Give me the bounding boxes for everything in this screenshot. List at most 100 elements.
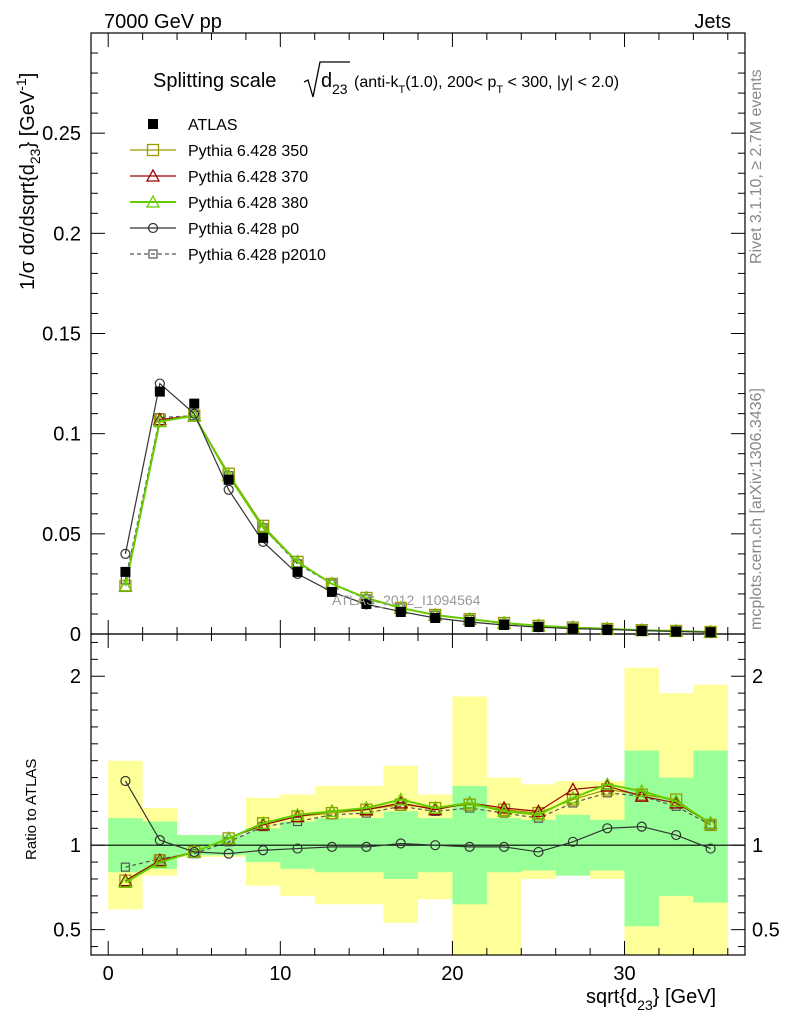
- ratio-point: [290, 807, 305, 821]
- main-point: [120, 548, 131, 559]
- main-point: [152, 414, 167, 428]
- axis-ticks: 0 10 20 30 0 0.05 0.1 0.15 0.2 0.25 0.5 0.5 1 1 2 2: [42, 32, 780, 985]
- title-detail-b: (1.0), 200< p: [405, 74, 496, 91]
- ratio-point: [258, 845, 269, 856]
- ratio-point: [669, 793, 684, 807]
- x-axis-label: sqrt{d23} [GeV]: [586, 986, 716, 1013]
- ratio-point: [118, 874, 133, 889]
- x-tick-label: 20: [441, 963, 463, 985]
- ratio-point: [464, 841, 475, 852]
- legend-marker: [145, 168, 161, 182]
- atlas-data-point: [533, 621, 544, 632]
- band-inner: [693, 750, 728, 903]
- ratio-point: [152, 854, 167, 868]
- main-line-3: [124, 382, 711, 633]
- main-point: [118, 578, 133, 592]
- ratio-point: [154, 835, 165, 846]
- ratio-point: [256, 815, 271, 829]
- main-point: [256, 520, 271, 534]
- ratio-point: [393, 795, 408, 809]
- y-tick-label-ratio-right: 2: [752, 666, 763, 688]
- x-tick-label: 0: [103, 963, 114, 985]
- legend-label: Pythia 6.428 380: [188, 195, 308, 212]
- title-detail-a: (anti-k: [354, 74, 399, 91]
- title-main: Splitting scale: [153, 70, 276, 92]
- ratio-point: [704, 818, 717, 832]
- legend-marker: [145, 194, 161, 208]
- ratio-point: [292, 843, 303, 854]
- ratio-point: [152, 853, 167, 867]
- title-sqrt-arg: d: [321, 70, 332, 92]
- legend-label: Pythia 6.428 p2010: [188, 247, 326, 264]
- y-axis-label-main: 1/σ dσ/dsqrt{d23} [GeV-1]: [13, 73, 43, 290]
- y-tick-label-main: 0.05: [42, 524, 81, 546]
- ratio-point: [567, 836, 578, 847]
- y-axis-label-ratio: Ratio to ATLAS: [23, 759, 40, 860]
- y-tick-label-main: 0.1: [53, 424, 81, 446]
- y-tick-label-main: 0.25: [42, 123, 81, 145]
- legend: ATLAS Pythia 6.428 350 Pythia 6.428 370 Pyt…: [130, 117, 326, 264]
- y-tick-label-ratio: 2: [70, 666, 81, 688]
- header-right: Jets: [694, 11, 731, 33]
- main-point: [189, 408, 200, 419]
- ratio-point: [120, 862, 131, 872]
- legend-marker: [146, 143, 160, 157]
- ratio-point: [223, 848, 234, 859]
- ratio-point: [671, 829, 682, 841]
- atlas-data-point: [292, 566, 303, 577]
- atlas-data-point: [602, 624, 613, 635]
- atlas-data-point: [567, 623, 578, 634]
- ratio-point: [602, 823, 613, 834]
- ratio-point: [496, 804, 512, 818]
- ratio-point: [531, 804, 546, 818]
- svg-text:(anti-kT(1.0), 200< pT < 300,: (anti-kT(1.0), 200< pT < 300, |y| < 2.0): [354, 74, 619, 96]
- header-left: 7000 GeV pp: [104, 11, 222, 33]
- ratio-point: [462, 795, 477, 809]
- atlas-data-point: [395, 606, 406, 617]
- atlas-data-point: [705, 627, 716, 638]
- ratio-point: [325, 806, 339, 820]
- main-series: [118, 378, 718, 639]
- atlas-data-point: [326, 586, 337, 597]
- ratio-point: [496, 800, 512, 814]
- ratio-point: [705, 843, 716, 854]
- ratio-line-3: [124, 780, 711, 855]
- legend-label: Pythia 6.428 370: [188, 169, 308, 186]
- ratio-point: [600, 777, 615, 791]
- atlas-data-point: [258, 532, 269, 543]
- title-sqrt-sub: 23: [332, 81, 348, 97]
- ratio-point: [533, 846, 544, 858]
- legend-marker: [148, 119, 158, 129]
- legend-marker: [148, 249, 158, 259]
- ratio-point: [324, 804, 340, 818]
- atlas-data-point: [499, 619, 510, 630]
- ratio-point: [498, 841, 510, 852]
- ratio-point: [531, 807, 546, 821]
- ratio-series: [118, 775, 718, 889]
- legend-marker: [147, 222, 159, 234]
- x-tick-label: 10: [269, 963, 291, 985]
- sqrt-sign: [303, 61, 350, 98]
- ratio-point: [221, 831, 236, 845]
- ratio-point: [565, 782, 580, 796]
- ratio-point: [395, 838, 406, 849]
- y-tick-label-main: 0.15: [42, 324, 81, 346]
- main-point: [223, 484, 234, 495]
- title-detail-c: < 300, |y| < 2.0): [503, 74, 619, 91]
- main-point: [256, 519, 270, 532]
- atlas-data-point: [430, 612, 441, 623]
- atlas-data-point: [223, 474, 234, 485]
- atlas-data-point: [636, 625, 647, 636]
- plot-title: Splitting scale d 23 (anti-kT(1.0), 200<…: [153, 61, 619, 98]
- ratio-point: [361, 841, 372, 852]
- side-label-mcplots: mcplots.cern.ch [arXiv:1306.3436]: [748, 388, 765, 630]
- ratio-point: [428, 800, 443, 814]
- ratio-point: [565, 790, 580, 804]
- ratio-point: [120, 775, 131, 787]
- legend-label: ATLAS: [188, 117, 238, 134]
- atlas-data-point: [189, 398, 200, 409]
- band-inner: [624, 750, 659, 927]
- title-detail-sub: T: [398, 84, 405, 96]
- atlas-data-point: [154, 386, 165, 397]
